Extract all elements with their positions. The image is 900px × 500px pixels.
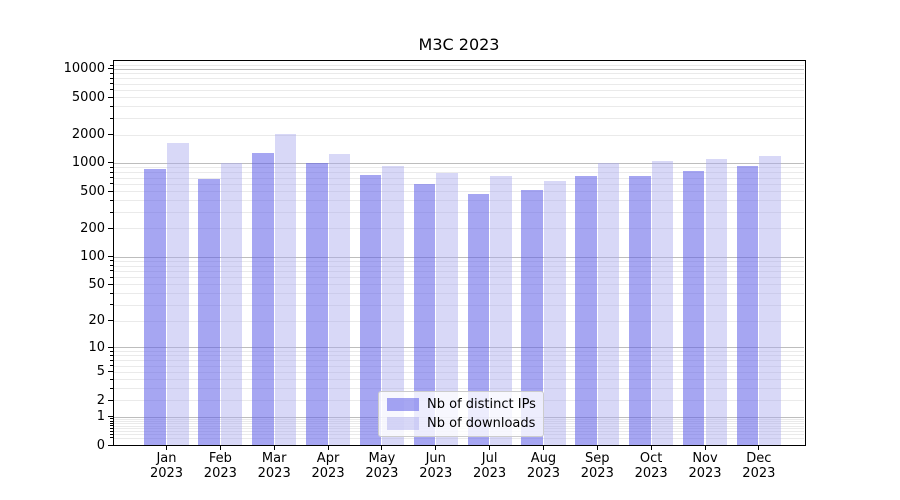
x-label-month: Aug [530, 451, 557, 466]
x-tick-apr [327, 446, 329, 450]
legend-item-distinct-ips: Nb of distinct IPs [387, 397, 536, 412]
y-tick-label-1: 1 [96, 409, 105, 425]
y-tick-label-200: 200 [80, 220, 105, 236]
legend-swatch-downloads [387, 417, 419, 430]
x-label-year: 2023 [688, 466, 722, 481]
x-label-year: 2023 [149, 466, 184, 481]
x-label-month: Sep [585, 451, 610, 466]
x-tick-jan [166, 446, 167, 450]
legend-item-downloads: Nb of downloads [387, 416, 535, 431]
x-label-month: Jun [425, 451, 446, 466]
x-tick-jun [435, 446, 437, 450]
y-tick-label-5: 5 [96, 364, 105, 380]
x-tick-jul [489, 446, 491, 450]
y-tick-label-10000: 10000 [63, 61, 105, 77]
x-tick-may [381, 446, 383, 450]
x-tick-nov [704, 446, 706, 450]
x-tick-feb [219, 446, 221, 450]
x-tick-dec [758, 446, 760, 450]
x-label-year: 2023 [365, 466, 399, 481]
y-tick-label-100: 100 [80, 249, 105, 265]
legend: Nb of distinct IPs Nb of downloads [378, 391, 544, 437]
x-label-month: May [368, 451, 396, 466]
x-label-year: 2023 [473, 466, 507, 481]
x-label-year: 2023 [311, 466, 345, 481]
y-tick-label-0: 0 [96, 437, 105, 453]
plot-area-border [113, 60, 806, 446]
x-tick-label-oct: Oct 2023 [619, 451, 683, 481]
x-tick-mar [273, 446, 275, 450]
x-tick-label-nov: Nov 2023 [673, 451, 737, 481]
x-tick-label-feb: Feb 2023 [188, 451, 252, 481]
y-tick-label-2: 2 [96, 392, 105, 408]
x-tick-label-mar: Mar 2023 [242, 451, 306, 481]
x-label-month: Oct [639, 451, 663, 466]
legend-label-distinct-ips: Nb of distinct IPs [427, 397, 536, 412]
x-label-month: Apr [316, 451, 340, 466]
y-tick-label-2000: 2000 [71, 127, 105, 143]
x-tick-label-may: May 2023 [350, 451, 414, 481]
x-tick-label-sep: Sep 2023 [565, 451, 629, 481]
x-label-year: 2023 [419, 466, 453, 481]
x-tick-aug [542, 446, 544, 450]
y-tick-label-20: 20 [88, 313, 105, 329]
y-tick-label-10: 10 [88, 339, 105, 355]
y-tick-label-500: 500 [80, 183, 105, 199]
x-label-year: 2023 [742, 466, 776, 481]
x-tick-label-jan: Jan 2023 [135, 451, 199, 481]
x-label-month: Dec [746, 451, 772, 466]
x-label-month: Feb [208, 451, 232, 466]
x-label-year: 2023 [257, 466, 291, 481]
x-tick-label-dec: Dec 2023 [727, 451, 791, 481]
y-tick-label-5000: 5000 [71, 89, 105, 105]
y-tick-label-1000: 1000 [71, 155, 105, 171]
x-label-year: 2023 [580, 466, 614, 481]
x-label-year: 2023 [634, 466, 668, 481]
x-tick-label-aug: Aug 2023 [511, 451, 575, 481]
x-label-month: Nov [692, 451, 718, 466]
x-label-year: 2023 [203, 466, 237, 481]
x-label-month: Mar [261, 451, 287, 466]
legend-swatch-distinct-ips [387, 398, 419, 411]
y-tick-label-50: 50 [88, 276, 105, 292]
chart-title: M3C 2023 [418, 35, 500, 54]
x-tick-oct [650, 446, 652, 450]
legend-label-downloads: Nb of downloads [427, 416, 536, 431]
x-tick-label-jul: Jul 2023 [458, 451, 522, 481]
x-tick-sep [596, 446, 598, 450]
x-label-year: 2023 [526, 466, 560, 481]
x-label-month: Jul [481, 451, 498, 466]
x-tick-label-apr: Apr 2023 [296, 451, 360, 481]
x-label-month: Jan [156, 451, 177, 466]
x-tick-label-jun: Jun 2023 [404, 451, 468, 481]
